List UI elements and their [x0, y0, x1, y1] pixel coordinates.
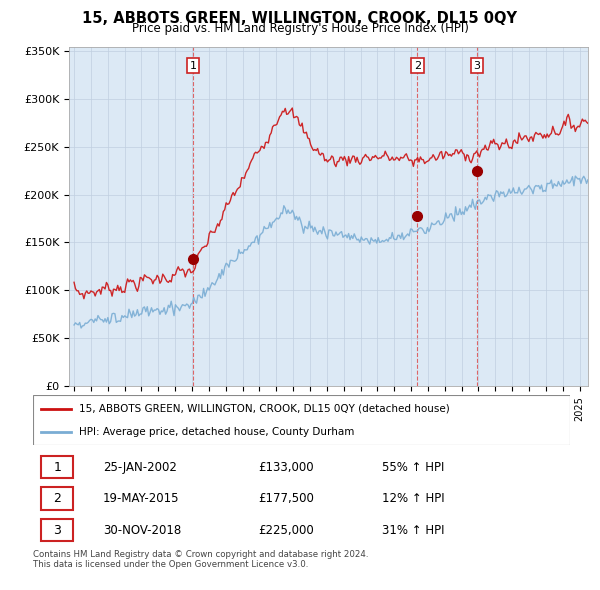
Text: £225,000: £225,000 [259, 523, 314, 536]
Text: 55% ↑ HPI: 55% ↑ HPI [382, 461, 445, 474]
Text: 1: 1 [53, 461, 61, 474]
Text: 15, ABBOTS GREEN, WILLINGTON, CROOK, DL15 0QY (detached house): 15, ABBOTS GREEN, WILLINGTON, CROOK, DL1… [79, 404, 449, 414]
Text: £133,000: £133,000 [259, 461, 314, 474]
Text: £177,500: £177,500 [259, 492, 314, 505]
Text: 2: 2 [53, 492, 61, 505]
FancyBboxPatch shape [41, 455, 73, 478]
Text: 30-NOV-2018: 30-NOV-2018 [103, 523, 181, 536]
Text: 12% ↑ HPI: 12% ↑ HPI [382, 492, 445, 505]
Text: 19-MAY-2015: 19-MAY-2015 [103, 492, 179, 505]
Text: 2: 2 [414, 61, 421, 71]
Text: Price paid vs. HM Land Registry's House Price Index (HPI): Price paid vs. HM Land Registry's House … [131, 22, 469, 35]
Text: 25-JAN-2002: 25-JAN-2002 [103, 461, 176, 474]
Text: 15, ABBOTS GREEN, WILLINGTON, CROOK, DL15 0QY: 15, ABBOTS GREEN, WILLINGTON, CROOK, DL1… [83, 11, 517, 25]
Text: 1: 1 [190, 61, 197, 71]
FancyBboxPatch shape [41, 487, 73, 510]
Text: 3: 3 [53, 523, 61, 536]
FancyBboxPatch shape [41, 519, 73, 542]
Text: Contains HM Land Registry data © Crown copyright and database right 2024.
This d: Contains HM Land Registry data © Crown c… [33, 550, 368, 569]
Text: 31% ↑ HPI: 31% ↑ HPI [382, 523, 445, 536]
Text: 3: 3 [473, 61, 481, 71]
Text: HPI: Average price, detached house, County Durham: HPI: Average price, detached house, Coun… [79, 427, 354, 437]
